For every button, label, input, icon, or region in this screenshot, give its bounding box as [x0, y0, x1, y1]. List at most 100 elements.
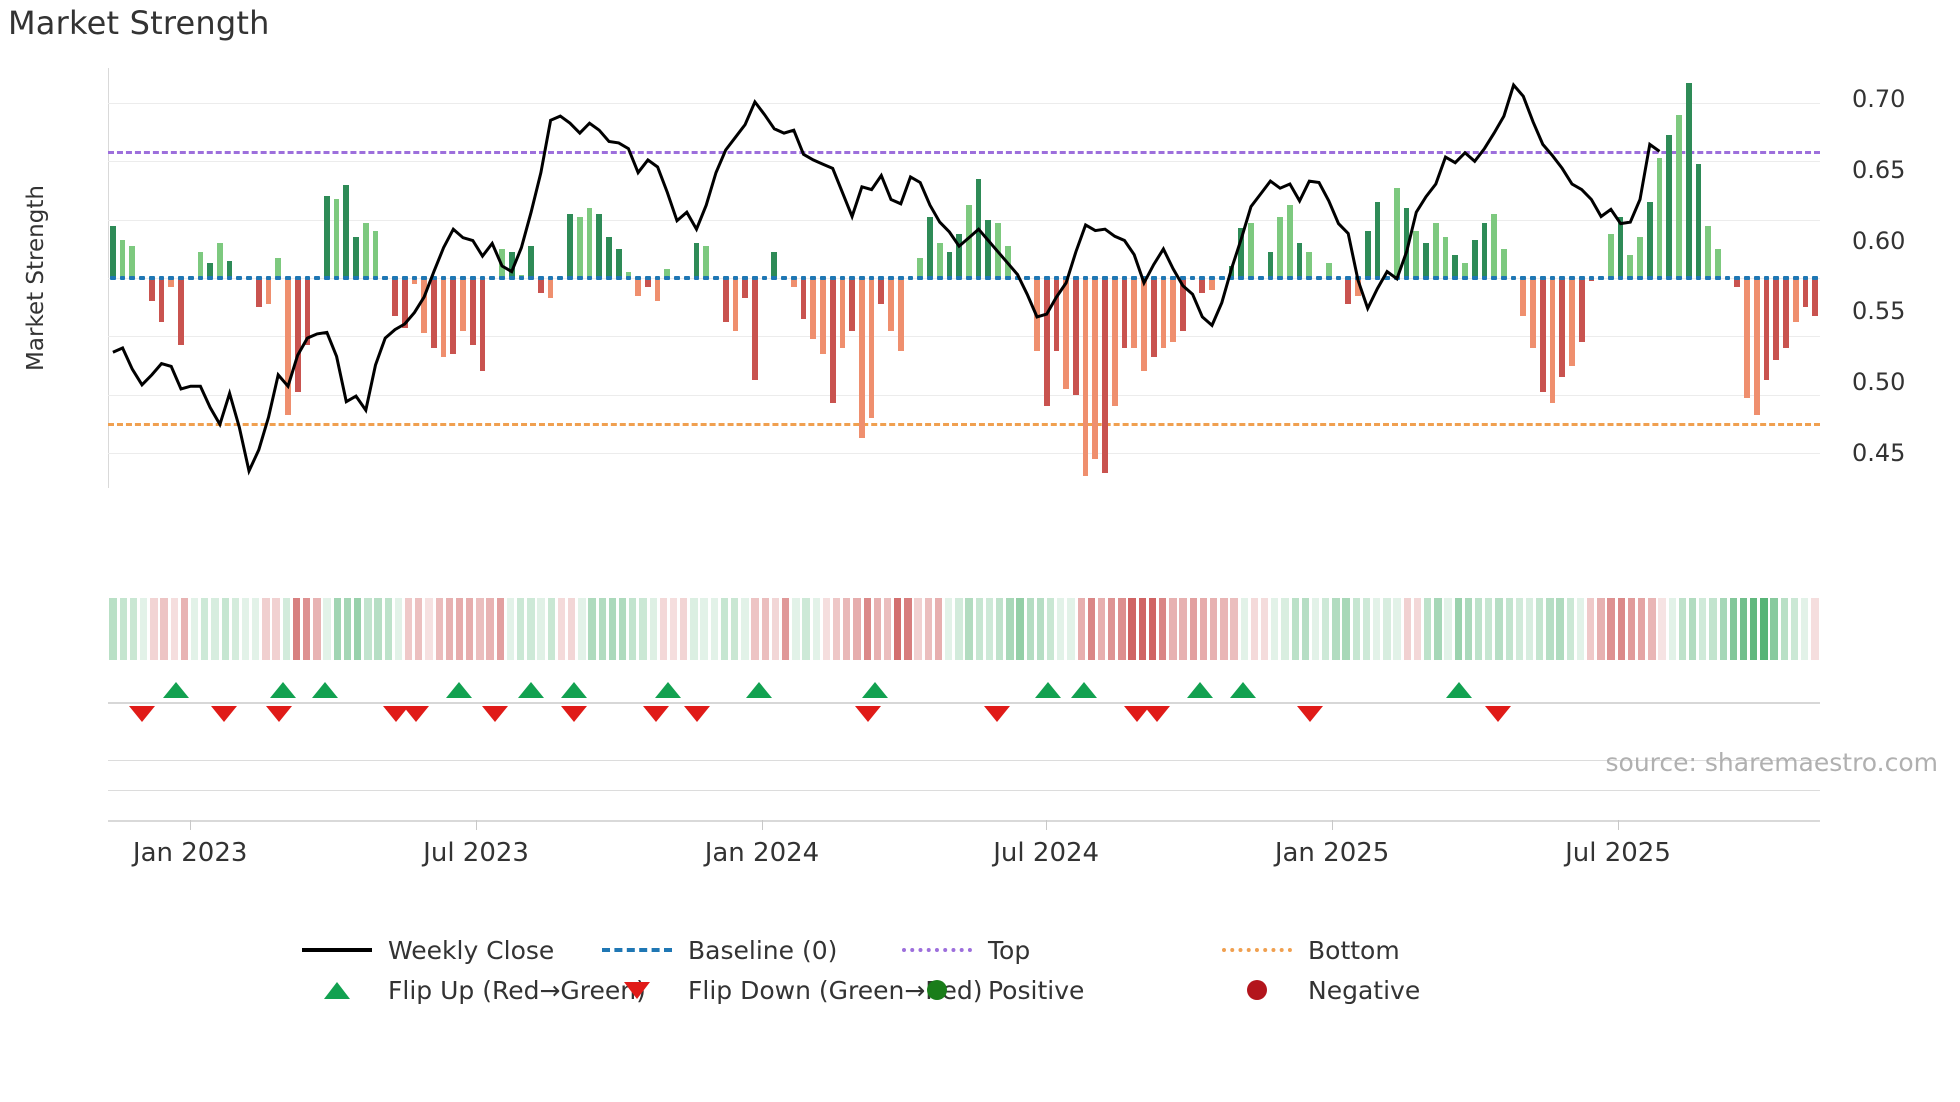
strength-bar [1617, 216, 1624, 278]
strength-bar [927, 216, 933, 278]
baseline-segment [1666, 276, 1673, 280]
strength-bar [275, 257, 282, 278]
heatmap-cell [1260, 598, 1269, 660]
heatmap-cell [221, 598, 229, 660]
heatmap-cell [1128, 598, 1136, 660]
baseline-segment [557, 276, 564, 280]
baseline-segment [197, 276, 204, 280]
strength-bar [333, 199, 340, 278]
baseline-segment [1150, 276, 1157, 280]
gridline [108, 453, 1820, 454]
strength-bar [343, 184, 350, 278]
chart-legend: Weekly Close Baseline (0) Top Bottom Flip U… [300, 930, 1700, 1010]
flip-down-marker [683, 706, 710, 722]
baseline-segment [547, 276, 554, 280]
heatmap-cell [435, 598, 443, 660]
heatmap-cell [1383, 598, 1391, 660]
baseline-segment [839, 276, 846, 280]
heatmap-cell [160, 598, 168, 660]
heatmap-cell [537, 598, 545, 660]
legend-item[interactable]: Weekly Close [300, 930, 554, 970]
flip-down-marker [560, 706, 587, 722]
heatmap-cell [292, 598, 301, 660]
heatmap-cell [618, 598, 627, 660]
baseline-segment [1034, 276, 1040, 280]
heatmap-cell [843, 598, 851, 660]
strength-bar [625, 272, 632, 278]
strength-bar [1501, 248, 1507, 278]
heatmap-cell [894, 598, 902, 660]
heatmap-cell [1627, 598, 1636, 660]
baseline-segment [703, 276, 710, 280]
baseline-segment [1695, 276, 1702, 280]
baseline-segment [1257, 276, 1264, 280]
baseline-segment [333, 276, 340, 280]
flip-down-marker [403, 706, 430, 722]
baseline-segment [1753, 276, 1760, 280]
flip-down-marker [211, 706, 238, 722]
strength-bar [839, 278, 846, 348]
baseline-segment [1092, 276, 1099, 280]
heatmap-cell [608, 598, 617, 660]
heatmap-cell [1016, 598, 1024, 660]
baseline-segment [917, 276, 924, 280]
baseline-segment [1549, 276, 1556, 280]
flip-axis-line [108, 702, 1820, 704]
heatmap-cell [690, 598, 698, 660]
strength-bar [878, 278, 885, 305]
heatmap-cell [832, 598, 841, 660]
legend-item[interactable]: Top [900, 930, 1030, 970]
strength-bar [450, 278, 457, 354]
legend-item[interactable]: Negative [1220, 970, 1420, 1010]
strength-bar [1471, 240, 1478, 278]
legend-item[interactable]: Positive [900, 970, 1084, 1010]
heatmap-cell [557, 598, 566, 660]
heatmap-cell [1760, 598, 1768, 660]
strength-bar [1452, 254, 1459, 278]
heatmap-cell [1648, 598, 1656, 660]
heatmap-cell [700, 598, 708, 660]
heatmap-cell [190, 598, 199, 660]
strength-bar [1627, 254, 1634, 278]
strength-bar [1092, 278, 1099, 459]
legend-line-solid-icon [302, 948, 372, 952]
baseline-segment [907, 276, 914, 280]
legend-item[interactable]: Flip Up (Red→Green) [300, 970, 646, 1010]
heatmap-cell [649, 598, 657, 660]
heatmap-cell [241, 598, 250, 660]
strength-bar [946, 251, 953, 278]
baseline-segment [1432, 276, 1439, 280]
baseline-segment [1520, 276, 1527, 280]
strength-bar [800, 278, 807, 319]
heatmap-cell [1729, 598, 1738, 660]
strength-bar [1325, 263, 1332, 278]
right-axis-tick-label: 0.70 [1852, 85, 1906, 114]
baseline-segment [1053, 276, 1060, 280]
baseline-segment [596, 276, 603, 280]
flip-down-marker [855, 706, 882, 722]
x-axis-line [108, 820, 1820, 822]
baseline-segment [1802, 276, 1809, 280]
legend-item[interactable]: Baseline (0) [600, 930, 837, 970]
strength-bar [732, 278, 739, 331]
heatmap-cell [1006, 598, 1014, 660]
heatmap-cell [1189, 598, 1197, 660]
heatmap-cell [1250, 598, 1259, 660]
strength-bar [1578, 278, 1585, 343]
strength-bar [1656, 158, 1663, 278]
heatmap-cell [1801, 598, 1809, 660]
baseline-segment [1724, 276, 1731, 280]
baseline-segment [207, 276, 213, 280]
baseline-segment [1218, 276, 1225, 280]
baseline-segment [110, 276, 116, 280]
baseline-segment [576, 276, 583, 280]
legend-item[interactable]: Bottom [1220, 930, 1400, 970]
heatmap-cell [1424, 598, 1432, 660]
heatmap-cell [231, 598, 240, 660]
baseline-segment [645, 276, 651, 280]
heatmap-cell [1342, 598, 1350, 660]
heatmap-cell [425, 598, 433, 660]
heatmap-cell [975, 598, 983, 660]
baseline-segment [1374, 276, 1381, 280]
flip-down-marker [1123, 706, 1150, 722]
